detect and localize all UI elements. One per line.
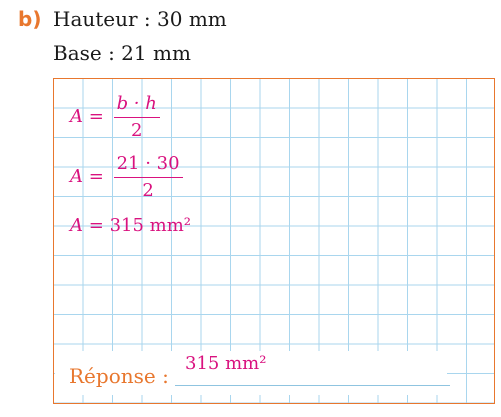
result-value: 315 mm²	[109, 215, 191, 236]
substitution-line: A = 21 · 30 2	[70, 153, 183, 201]
formula-numerator: b · h	[113, 93, 160, 118]
substitution-numerator: 21 · 30	[113, 153, 183, 178]
area-symbol: A	[70, 166, 83, 188]
equals-sign: =	[88, 215, 104, 236]
height-given: Hauteur : 30 mm	[53, 7, 227, 31]
answer-label: Réponse :	[69, 364, 169, 388]
area-symbol: A	[70, 106, 83, 128]
formula-line: A = b · h 2	[70, 93, 160, 141]
base-given: Base : 21 mm	[53, 41, 191, 65]
answer-line[interactable]	[175, 385, 450, 386]
area-symbol: A	[70, 215, 83, 236]
equals-sign: =	[88, 106, 104, 128]
result-line: A = 315 mm²	[70, 215, 191, 236]
grid-work-area: A = b · h 2 A = 21 · 30 2 A = 315 mm²	[53, 78, 495, 404]
exercise-label: b)	[18, 7, 42, 31]
formula-denominator: 2	[130, 119, 143, 141]
answer-area: Réponse : 315 mm²	[55, 351, 450, 395]
answer-value: 315 mm²	[185, 353, 267, 374]
equals-sign: =	[88, 166, 104, 188]
substitution-denominator: 2	[142, 179, 154, 201]
formula-fraction: b · h 2	[113, 93, 160, 141]
substitution-fraction: 21 · 30 2	[113, 153, 183, 201]
